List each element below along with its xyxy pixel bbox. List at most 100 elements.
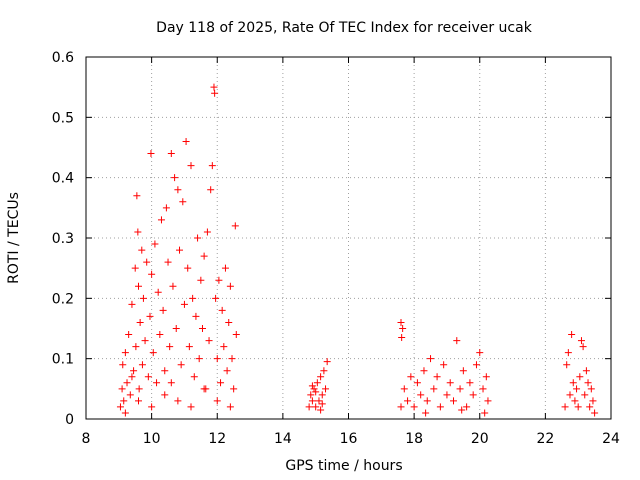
- data-point: [563, 361, 571, 369]
- data-point: [164, 258, 172, 266]
- grid: [86, 57, 611, 419]
- data-point: [399, 325, 407, 332]
- data-point: [210, 83, 218, 91]
- data-point: [213, 397, 221, 405]
- data-point: [568, 331, 576, 339]
- data-point: [586, 403, 594, 411]
- data-point: [466, 379, 474, 387]
- data-point: [577, 337, 585, 345]
- x-axis-label: GPS time / hours: [285, 458, 402, 474]
- data-point: [141, 337, 149, 345]
- data-point: [118, 385, 126, 393]
- data-point: [169, 282, 177, 290]
- x-tick-label: 16: [340, 431, 358, 447]
- data-point: [131, 264, 139, 272]
- data-point: [217, 379, 225, 387]
- data-point: [228, 355, 236, 363]
- data-point: [130, 367, 138, 375]
- data-point: [147, 150, 155, 158]
- data-point: [189, 294, 197, 302]
- data-point: [420, 367, 428, 375]
- data-point: [482, 373, 490, 381]
- data-point: [166, 343, 174, 351]
- data-point: [132, 343, 140, 351]
- data-point: [307, 391, 315, 399]
- data-point: [190, 373, 198, 381]
- data-point: [135, 385, 143, 393]
- data-point: [315, 397, 323, 405]
- data-point: [133, 192, 141, 200]
- data-point: [453, 337, 461, 345]
- x-tick-label: 18: [405, 431, 423, 447]
- data-point: [323, 358, 331, 366]
- data-point: [410, 403, 418, 411]
- data-point: [443, 391, 451, 399]
- data-point: [450, 397, 457, 405]
- data-point: [576, 373, 584, 381]
- data-point: [430, 385, 438, 393]
- data-point: [561, 403, 569, 411]
- data-point: [472, 361, 480, 369]
- data-point: [433, 373, 441, 381]
- data-point: [398, 334, 406, 342]
- data-point: [179, 198, 187, 206]
- data-point: [440, 361, 448, 369]
- data-point: [582, 367, 590, 375]
- data-point: [121, 409, 129, 417]
- y-tick-label: 0.2: [52, 291, 74, 307]
- y-tick-label: 0.4: [52, 171, 74, 187]
- data-point: [207, 186, 215, 194]
- data-point: [225, 318, 233, 326]
- data-point: [182, 137, 190, 145]
- data-point: [128, 373, 136, 381]
- data-point: [172, 325, 180, 332]
- data-point: [226, 282, 234, 290]
- data-point: [171, 174, 179, 182]
- data-point: [126, 391, 134, 399]
- data-point: [579, 343, 587, 351]
- data-point: [167, 379, 175, 387]
- data-point: [167, 150, 175, 158]
- data-point: [198, 325, 206, 332]
- data-point: [119, 361, 127, 369]
- data-point: [174, 397, 182, 405]
- x-tick-label: 10: [143, 431, 161, 447]
- data-point: [187, 162, 195, 170]
- data-point: [187, 403, 195, 411]
- data-point: [436, 403, 444, 411]
- data-point: [463, 403, 471, 411]
- x-tick-label: 24: [602, 431, 620, 447]
- data-point: [308, 397, 316, 405]
- data-point: [125, 331, 133, 339]
- data-point: [481, 409, 489, 417]
- data-point: [407, 373, 415, 381]
- data-point: [195, 355, 203, 363]
- data-point: [479, 385, 487, 393]
- data-point: [569, 379, 577, 387]
- data-point: [571, 397, 579, 405]
- x-tick-label: 22: [536, 431, 554, 447]
- data-point: [136, 318, 144, 326]
- data-point: [232, 331, 240, 339]
- data-point: [200, 385, 208, 393]
- data-point: [157, 216, 165, 224]
- x-tick-label: 12: [208, 431, 226, 447]
- data-point: [138, 361, 146, 369]
- data-point: [413, 379, 421, 387]
- y-tick-label: 0.6: [52, 50, 74, 66]
- data-point: [305, 403, 313, 411]
- data-point: [138, 246, 146, 254]
- data-point: [230, 385, 238, 393]
- data-point: [427, 355, 435, 363]
- chart-title: Day 118 of 2025, Rate Of TEC Index for r…: [156, 20, 533, 36]
- data-point: [566, 391, 574, 399]
- x-tick-label: 8: [82, 431, 91, 447]
- data-point: [212, 294, 220, 302]
- data-point: [180, 300, 188, 308]
- data-point: [220, 343, 228, 351]
- data-point: [587, 385, 595, 393]
- data-point: [221, 264, 229, 272]
- x-tick-label: 14: [274, 431, 292, 447]
- data-point: [213, 355, 221, 363]
